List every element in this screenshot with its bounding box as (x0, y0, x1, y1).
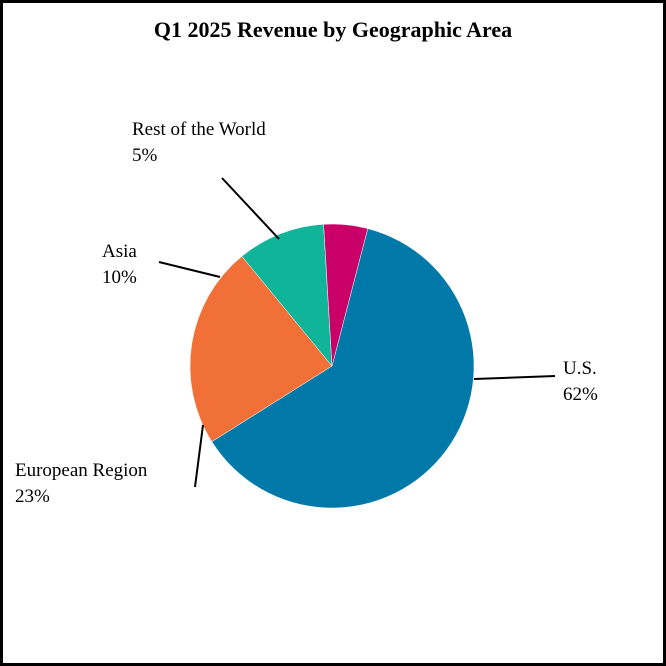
slice-value-label: 5% (132, 145, 158, 166)
pie-slice-rest-of-the-world (323, 223, 369, 367)
leader-line (473, 375, 556, 380)
leader-line (194, 424, 204, 488)
pie-slice-asia (241, 223, 333, 367)
slice-category-label: U.S. (563, 358, 597, 379)
leader-line (158, 261, 221, 278)
slice-value-label: 23% (15, 486, 50, 507)
pie-slice-u-s (211, 228, 475, 509)
chart-title: Q1 2025 Revenue by Geographic Area (153, 17, 513, 42)
slice-category-label: Rest of the World (132, 119, 266, 140)
leader-line (221, 177, 280, 240)
slice-value-label: 10% (102, 267, 137, 288)
pie-chart: U.S. 62% European Region 23% Asia 10% Rest of … (15, 119, 598, 509)
slice-category-label: Asia (102, 241, 137, 262)
slice-value-label: 62% (563, 384, 598, 405)
slice-category-label: European Region (15, 460, 148, 481)
pie-slice-european-region (189, 255, 333, 443)
